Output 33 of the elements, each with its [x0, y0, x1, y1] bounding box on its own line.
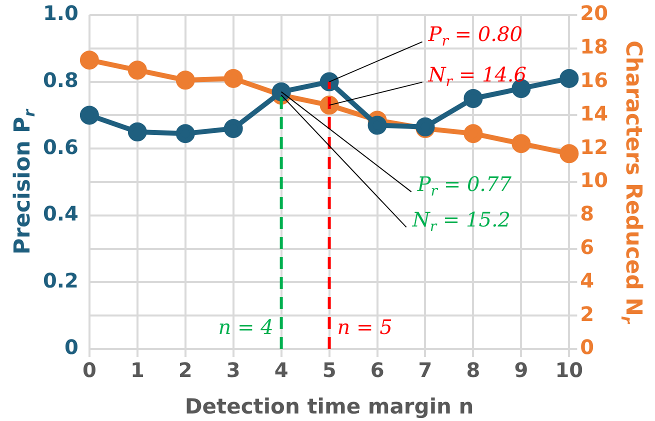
y-tick-label: 0.8 [42, 68, 78, 92]
y2-tick-label: 8 [580, 202, 594, 226]
ref-line-label: n = 4 [218, 315, 274, 340]
y2-tick-label: 18 [580, 34, 608, 59]
x-tick-label: 9 [514, 358, 528, 382]
y-tick-label: 0 [64, 335, 78, 360]
x-tick-label: 2 [178, 358, 192, 382]
x-tick-label: 8 [466, 358, 480, 382]
y-tick-label: 0.2 [42, 268, 78, 292]
ref-line-label: n = 5 [337, 315, 392, 340]
x-tick-label: 1 [130, 358, 144, 382]
y2-tick-label: 16 [580, 68, 608, 92]
y2-axis-title: Characters Reduced Nr [618, 40, 646, 326]
y2-tick-label: 2 [580, 302, 594, 326]
x-tick-label: 3 [226, 358, 240, 382]
y2-tick-label: 20 [580, 1, 608, 26]
y2-tick-label: 0 [580, 335, 594, 360]
y-tick-label: 0.6 [42, 134, 78, 159]
x-tick-label: 6 [370, 358, 384, 382]
y2-tick-label: 14 [580, 101, 608, 126]
x-tick-label: 0 [82, 358, 96, 382]
x-axis-title: Detection time margin n [184, 394, 474, 418]
y-tick-label: 1.0 [42, 1, 78, 26]
y2-tick-label: 12 [580, 134, 608, 159]
y-tick-label: 0.4 [42, 202, 78, 226]
x-tick-label: 7 [418, 358, 432, 382]
x-tick-label: 10 [555, 358, 584, 382]
y2-tick-label: 4 [580, 268, 594, 292]
y-axis-title: Precision Pr [10, 108, 38, 255]
x-tick-label: 5 [322, 358, 336, 382]
y2-tick-label: 6 [580, 235, 594, 260]
y2-tick-label: 10 [580, 168, 608, 192]
x-tick-label: 4 [274, 358, 288, 382]
